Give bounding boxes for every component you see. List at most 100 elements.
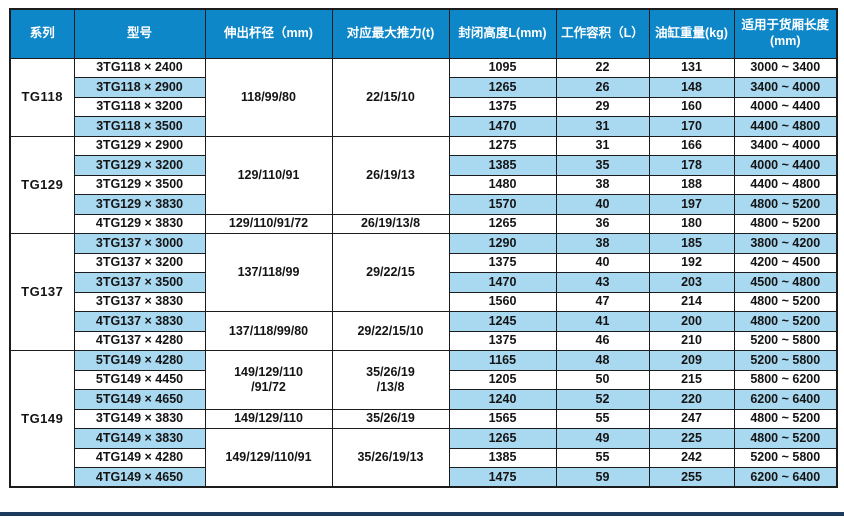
header-cell-1: 型号: [73, 8, 206, 59]
working-volume-cell: 48: [555, 350, 650, 371]
header-cell-0: 系列: [9, 8, 75, 59]
model-cell: 3TG118 × 3500: [73, 116, 206, 137]
closed-height-cell: 1095: [448, 57, 557, 78]
model-cell: 4TG149 × 3830: [73, 428, 206, 449]
working-volume-cell: 38: [555, 174, 650, 195]
model-cell: 3TG137 × 3200: [73, 252, 206, 273]
header-cell-7: 适用于货厢长度 (mm): [733, 8, 838, 59]
cargo-length-range-cell: 3400 ~ 4000: [733, 135, 838, 156]
rod-diameter-cell: 118/99/80: [204, 57, 333, 137]
series-cell: TG137: [9, 233, 75, 351]
cylinder-weight-cell: 220: [648, 389, 735, 410]
model-cell: 3TG118 × 2900: [73, 77, 206, 98]
working-volume-cell: 31: [555, 116, 650, 137]
max-thrust-cell: 22/15/10: [331, 57, 450, 137]
working-volume-cell: 55: [555, 447, 650, 468]
working-volume-cell: 40: [555, 194, 650, 215]
cylinder-weight-cell: 210: [648, 330, 735, 351]
table-row: 4TG149 × 4650 1475 59 255 6200 ~ 6400: [10, 467, 838, 488]
working-volume-cell: 38: [555, 233, 650, 254]
rod-diameter-cell: 129/110/91: [204, 135, 333, 215]
table-row: 5TG149 × 4450 1205 50 215 5800 ~ 6200: [10, 369, 838, 390]
cylinder-weight-cell: 247: [648, 408, 735, 429]
working-volume-cell: 52: [555, 389, 650, 410]
rod-diameter-cell: 137/118/99/80: [204, 311, 333, 351]
cylinder-weight-cell: 242: [648, 447, 735, 468]
table-row: 3TG129 × 3200 1385 35 178 4000 ~ 4400: [10, 155, 838, 176]
cargo-length-range-cell: 4400 ~ 4800: [733, 116, 838, 137]
cargo-length-range-cell: 4500 ~ 4800: [733, 272, 838, 293]
header-cell-2: 伸出杆径（mm): [204, 8, 333, 59]
max-thrust-cell: 29/22/15/10: [331, 311, 450, 351]
cargo-length-range-cell: 6200 ~ 6400: [733, 467, 838, 488]
table-row: TG118 3TG118 × 2400 118/99/80 22/15/10 1095 2…: [9, 57, 838, 137]
working-volume-cell: 41: [555, 311, 650, 332]
series-cell: TG118: [9, 57, 75, 137]
rod-diameter-cell: 129/110/91/72: [204, 213, 333, 234]
cargo-length-range-cell: 5200 ~ 5800: [733, 330, 838, 351]
closed-height-cell: 1560: [448, 291, 557, 312]
working-volume-cell: 31: [555, 135, 650, 156]
model-cell: 4TG149 × 4280: [73, 447, 206, 468]
working-volume-cell: 46: [555, 330, 650, 351]
cylinder-spec-table: 系列 型号 伸出杆径（mm) 对应最大推力(t) 封闭高度L(mm) 工作容积（L） 油缸重…: [9, 8, 838, 488]
rod-diameter-cell: 149/129/110 /91/72: [204, 350, 333, 410]
working-volume-cell: 43: [555, 272, 650, 293]
closed-height-cell: 1385: [448, 155, 557, 176]
closed-height-cell: 1470: [448, 272, 557, 293]
cargo-length-range-cell: 3400 ~ 4000: [733, 77, 838, 98]
closed-height-cell: 1480: [448, 174, 557, 195]
model-cell: 5TG149 × 4280: [73, 350, 206, 371]
cylinder-weight-cell: 166: [648, 135, 735, 156]
table-row: 4TG137 × 4280 1375 46 210 5200 ~ 5800: [10, 330, 838, 351]
cargo-length-range-cell: 4800 ~ 5200: [733, 408, 838, 429]
working-volume-cell: 40: [555, 252, 650, 273]
max-thrust-cell: 29/22/15: [331, 233, 450, 312]
cargo-length-range-cell: 5200 ~ 5800: [733, 350, 838, 371]
cylinder-weight-cell: 255: [648, 467, 735, 488]
closed-height-cell: 1205: [448, 369, 557, 390]
working-volume-cell: 47: [555, 291, 650, 312]
header-cell-3: 对应最大推力(t): [331, 8, 450, 59]
header-cell-4: 封闭高度L(mm): [448, 8, 557, 59]
model-cell: 3TG129 × 2900: [73, 135, 206, 156]
table-row: 5TG149 × 4650 1240 52 220 6200 ~ 6400: [10, 389, 838, 410]
closed-height-cell: 1385: [448, 447, 557, 468]
table-row: 3TG137 × 3500 1470 43 203 4500 ~ 4800: [10, 272, 838, 293]
model-cell: 4TG137 × 3830: [73, 311, 206, 332]
cylinder-weight-cell: 180: [648, 213, 735, 234]
table-body: TG118 3TG118 × 2400 118/99/80 22/15/10 1095 2…: [9, 57, 838, 488]
rod-diameter-cell: 137/118/99: [204, 233, 333, 312]
table-row: 3TG149 × 3830 149/129/110 35/26/19 1565 55 24…: [10, 408, 838, 429]
model-cell: 3TG129 × 3200: [73, 155, 206, 176]
cargo-length-range-cell: 4800 ~ 5200: [733, 194, 838, 215]
cargo-length-range-cell: 3000 ~ 3400: [733, 57, 838, 78]
rod-diameter-cell: 149/129/110/91: [204, 428, 333, 488]
closed-height-cell: 1475: [448, 467, 557, 488]
closed-height-cell: 1265: [448, 213, 557, 234]
model-cell: 4TG129 × 3830: [73, 213, 206, 234]
header-row: 系列 型号 伸出杆径（mm) 对应最大推力(t) 封闭高度L(mm) 工作容积（L） 油缸重…: [9, 8, 838, 59]
table-row: TG149 5TG149 × 4280 149/129/110 /91/72 35/2…: [9, 350, 838, 488]
table-row: 4TG129 × 3830 129/110/91/72 26/19/13/8 1265…: [10, 213, 838, 234]
cylinder-weight-cell: 148: [648, 77, 735, 98]
max-thrust-cell: 26/19/13: [331, 135, 450, 215]
table-row: 3TG118 × 3200 1375 29 160 4000 ~ 4400: [10, 96, 838, 117]
closed-height-cell: 1375: [448, 330, 557, 351]
model-cell: 3TG137 × 3830: [73, 291, 206, 312]
model-cell: 3TG137 × 3500: [73, 272, 206, 293]
cargo-length-range-cell: 4000 ~ 4400: [733, 155, 838, 176]
table-row: 4TG137 × 3830 137/118/99/80 29/22/15/10 124…: [10, 311, 838, 351]
cargo-length-range-cell: 4400 ~ 4800: [733, 174, 838, 195]
cargo-length-range-cell: 4800 ~ 5200: [733, 428, 838, 449]
table-row: 3TG118 × 2900 1265 26 148 3400 ~ 4000: [10, 77, 838, 98]
cargo-length-range-cell: 4200 ~ 4500: [733, 252, 838, 273]
working-volume-cell: 29: [555, 96, 650, 117]
rod-diameter-cell: 149/129/110: [204, 408, 333, 429]
max-thrust-cell: 26/19/13/8: [331, 213, 450, 234]
cargo-length-range-cell: 6200 ~ 6400: [733, 389, 838, 410]
model-cell: 3TG129 × 3830: [73, 194, 206, 215]
cylinder-weight-cell: 185: [648, 233, 735, 254]
cylinder-weight-cell: 215: [648, 369, 735, 390]
max-thrust-cell: 35/26/19/13: [331, 428, 450, 488]
